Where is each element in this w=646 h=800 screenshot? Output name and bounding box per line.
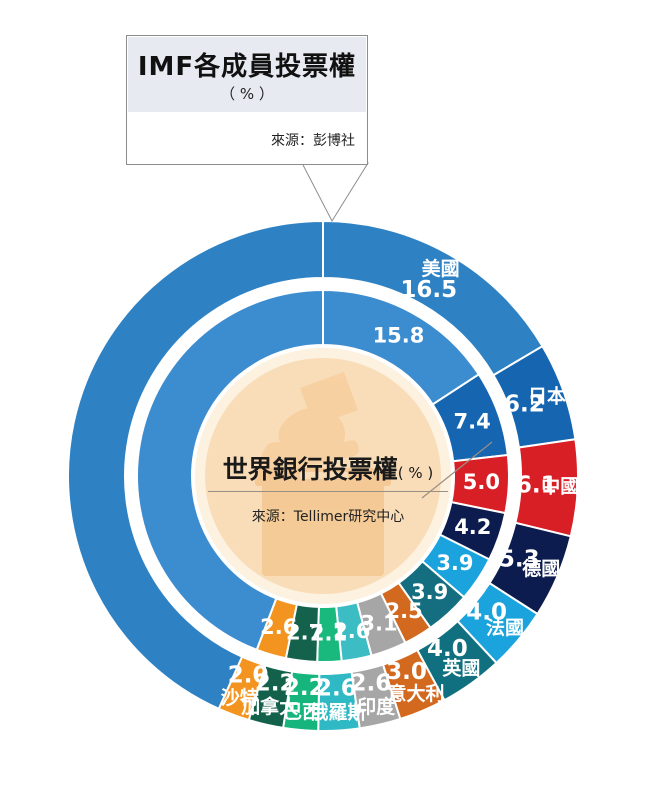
donut-chart: 美國 16.5 日本 6.2 中國 6.1 德國 5.3 法國 4.0 英國 4.0 意大利 3.0 印度 2… xyxy=(0,152,646,800)
pie-slice-other[interactable] xyxy=(67,219,324,711)
chart-title: IMF各成員投票權 xyxy=(137,52,357,82)
chart-title-unit: （ % ） xyxy=(220,85,274,103)
pie-slice[interactable] xyxy=(317,670,361,732)
inner-ring-world-bank xyxy=(136,288,510,663)
pie-slice[interactable] xyxy=(514,438,579,538)
outer-ring-imf xyxy=(67,219,579,732)
donut-chart-svg: 美國16.5日本6.2中國6.1德國5.3法國4.0英國4.0意大利3.0印度2… xyxy=(67,219,579,732)
chart-title-callout: IMF各成員投票權 （ % ） 來源：彭博社 xyxy=(126,35,368,165)
pie-slice-other[interactable] xyxy=(136,288,324,652)
chart-source: 來源：彭博社 xyxy=(271,133,355,149)
center-illustration xyxy=(195,348,451,604)
center-label-leader-line xyxy=(421,441,493,499)
title-band xyxy=(128,37,366,112)
pie-slice[interactable] xyxy=(316,605,343,663)
